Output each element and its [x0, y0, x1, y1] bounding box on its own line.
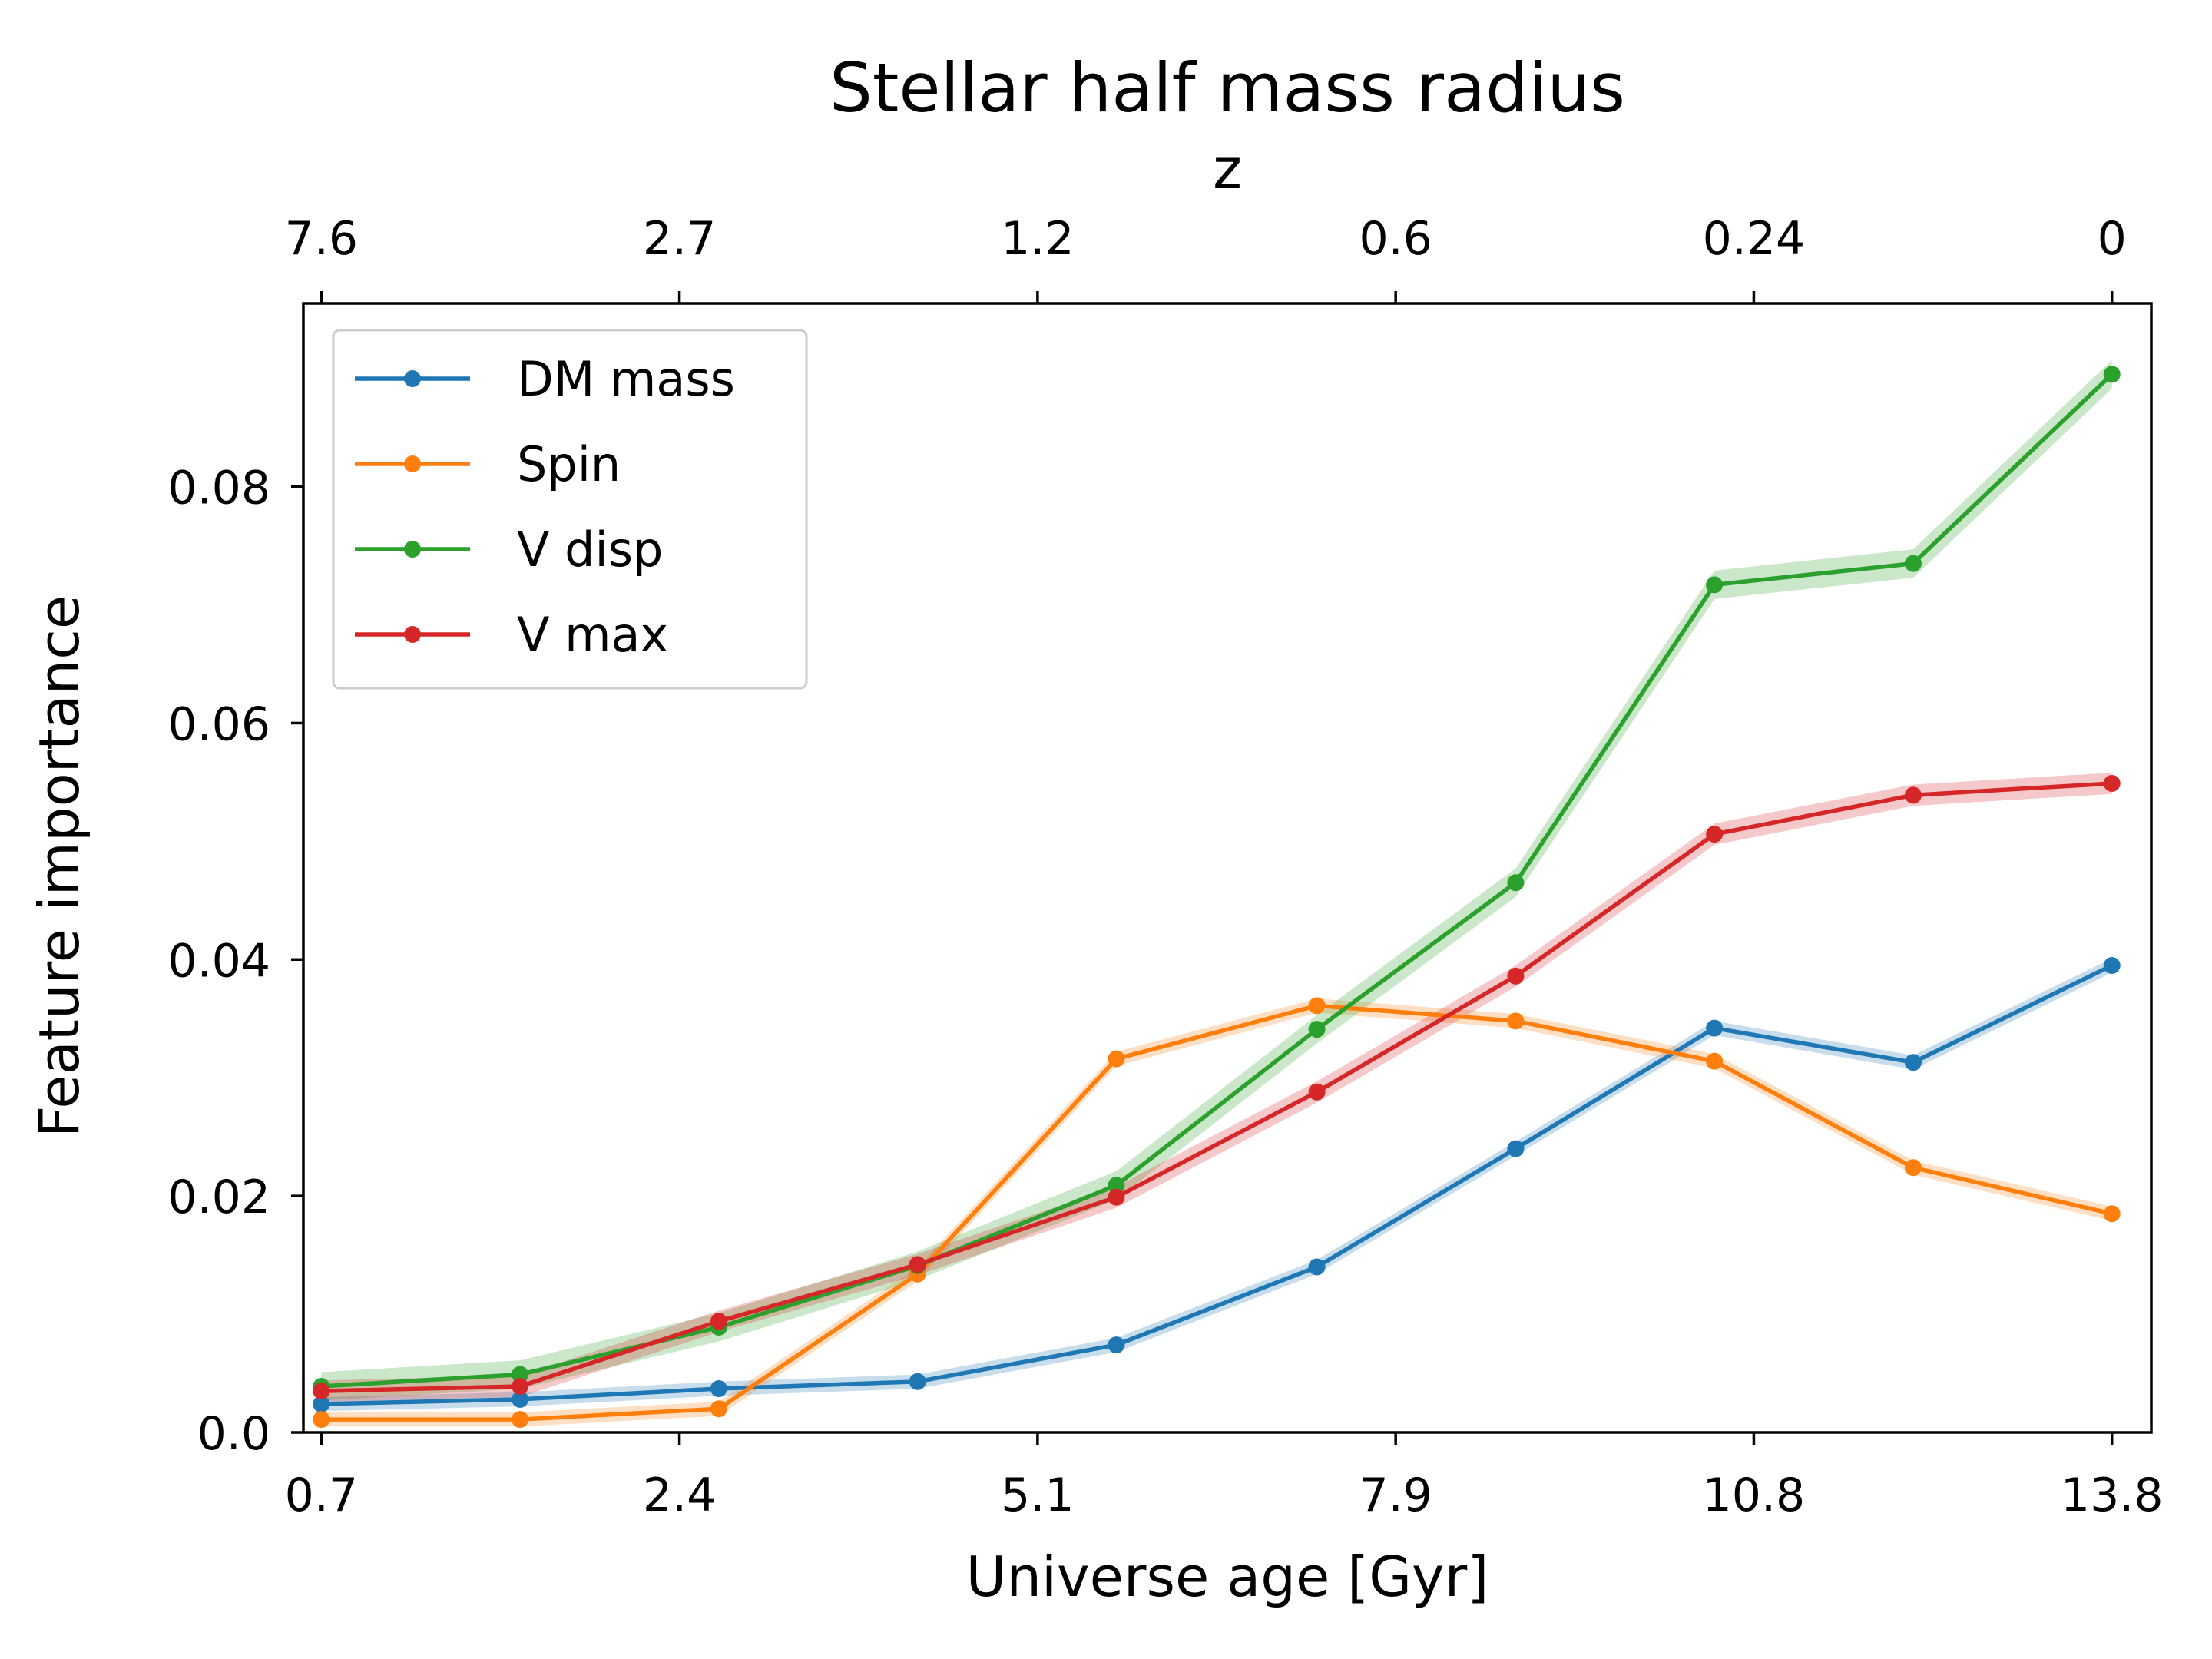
x-tick-label: 5.1	[1001, 1469, 1074, 1522]
point-dm-mass	[1507, 1140, 1525, 1157]
y-tick-label: 0.06	[167, 697, 270, 751]
point-v-max	[1904, 786, 1922, 804]
point-v-disp	[1706, 576, 1724, 594]
chart-title: Stellar half mass radius	[830, 48, 1625, 127]
top-x-tick-label: 0.24	[1703, 212, 1806, 266]
point-dm-mass	[2103, 956, 2121, 974]
top-x-tick-label: 2.7	[643, 212, 716, 266]
top-x-tick-label: 0	[2098, 212, 2127, 266]
point-v-disp	[1507, 874, 1525, 892]
point-spin	[313, 1411, 330, 1429]
point-v-disp	[512, 1366, 529, 1383]
point-dm-mass	[1308, 1258, 1326, 1276]
series-lines	[321, 373, 2114, 1422]
point-v-max	[313, 1382, 330, 1400]
point-v-disp	[1308, 1021, 1326, 1038]
point-dm-mass	[909, 1373, 926, 1390]
point-spin	[2103, 1205, 2121, 1223]
line-dm-mass	[321, 963, 2113, 1406]
top-x-tick-label: 0.6	[1359, 212, 1432, 266]
y-tick-label: 0.08	[167, 462, 270, 515]
point-v-disp	[1904, 555, 1922, 572]
legend-label-v-max: V max	[517, 607, 668, 663]
x-tick-label: 7.9	[1359, 1469, 1432, 1522]
y-tick-label: 0.02	[167, 1171, 270, 1224]
y-tick-label: 0.04	[167, 934, 270, 988]
line-spin	[321, 1003, 2113, 1422]
legend-label-spin: Spin	[517, 436, 621, 492]
point-spin	[1507, 1012, 1525, 1030]
axis-ticks: 0.7 2.4 5.1 7.9 10.8 13.8 7.6 2.7 1.2 0.6 0.24 0 0.0…	[167, 212, 2163, 1522]
point-dm-mass	[710, 1380, 727, 1398]
legend-label-v-disp: V disp	[517, 522, 663, 578]
legend-marker-dm-mass	[404, 370, 421, 387]
legend-marker-v-disp	[404, 541, 421, 558]
top-x-axis-label: z	[1213, 137, 1242, 201]
point-dm-mass	[1904, 1054, 1922, 1071]
plot-frame	[302, 302, 2153, 1434]
legend-marker-spin	[404, 455, 421, 472]
point-v-max	[1706, 826, 1724, 843]
point-dm-mass	[512, 1390, 529, 1408]
point-v-max	[512, 1377, 529, 1395]
point-dm-mass	[313, 1396, 330, 1413]
y-tick-label: 0.0	[197, 1407, 270, 1461]
x-tick-label: 13.8	[2061, 1469, 2164, 1522]
point-spin	[710, 1400, 727, 1418]
point-v-max	[1308, 1083, 1326, 1101]
point-spin	[1308, 997, 1326, 1015]
top-x-tick-label: 1.2	[1001, 212, 1074, 266]
legend: DM mass Spin V disp V max	[332, 329, 808, 690]
legend-box	[332, 329, 808, 690]
point-dm-mass	[1108, 1336, 1125, 1354]
point-spin	[512, 1411, 529, 1429]
point-spin	[1108, 1050, 1125, 1068]
x-axis-label: Universe age [Gyr]	[966, 1545, 1489, 1609]
point-v-max	[710, 1313, 727, 1330]
point-v-max	[1108, 1188, 1125, 1206]
x-tick-label: 10.8	[1703, 1469, 1806, 1522]
legend-marker-v-max	[404, 626, 421, 643]
x-tick-label: 0.7	[285, 1469, 358, 1522]
line-v-disp	[321, 373, 2114, 1389]
top-x-tick-label: 7.6	[285, 212, 358, 266]
y-axis-label: Feature importance	[27, 595, 91, 1137]
point-v-disp	[2103, 366, 2121, 383]
point-v-max	[1507, 967, 1525, 985]
x-tick-label: 2.4	[643, 1469, 716, 1522]
line-v-max	[321, 781, 2112, 1393]
series-points	[313, 366, 2121, 1429]
point-dm-mass	[1706, 1019, 1724, 1037]
point-spin	[1706, 1052, 1724, 1070]
point-spin	[1904, 1159, 1922, 1177]
legend-label-dm-mass: DM mass	[517, 351, 735, 407]
point-v-max	[2103, 774, 2121, 792]
point-v-disp	[1108, 1177, 1125, 1194]
point-v-max	[909, 1256, 926, 1273]
